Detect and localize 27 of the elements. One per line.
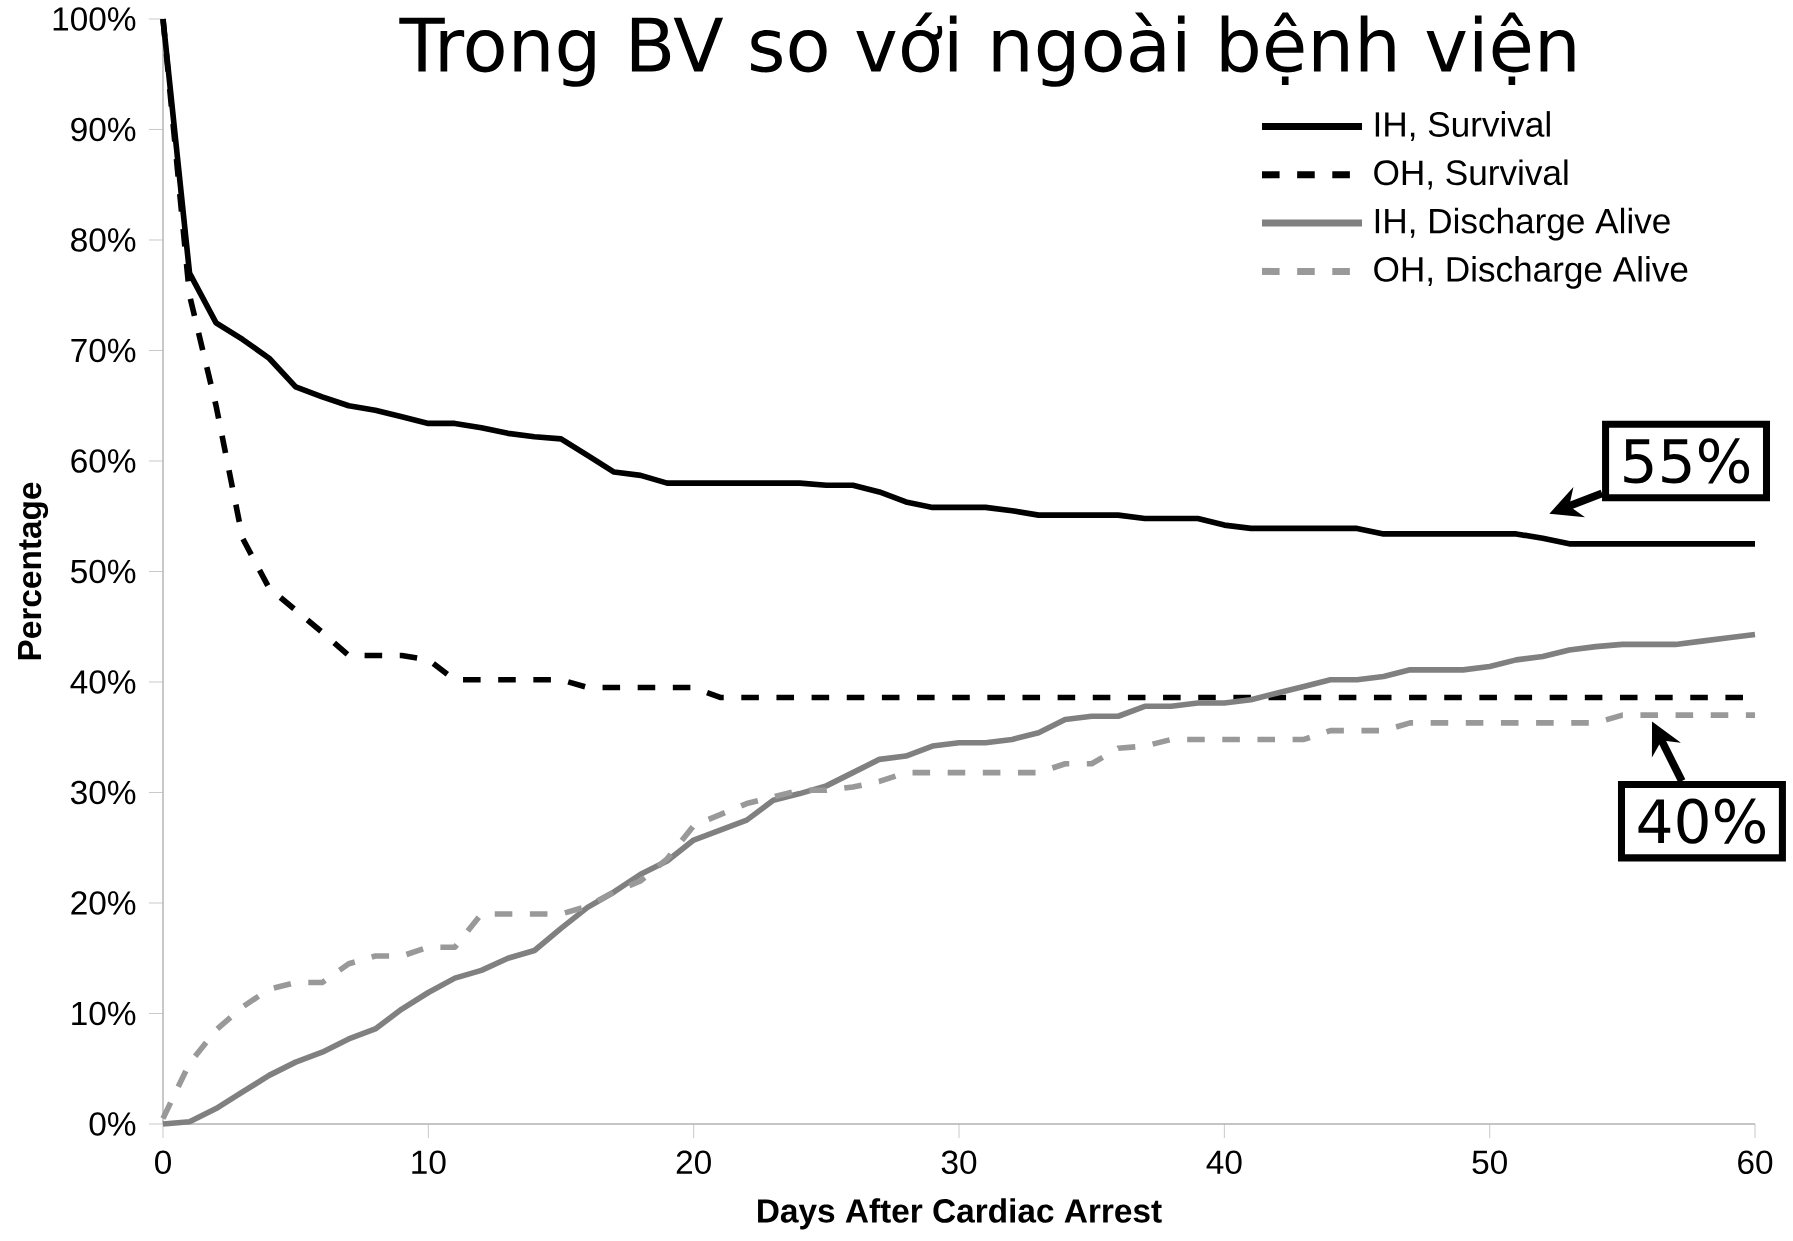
y-tick-label: 50% — [71, 559, 136, 584]
y-tick-label: 60% — [71, 449, 136, 473]
annotation: 40% — [1638, 798, 1766, 844]
y-tick-label: 70% — [71, 338, 136, 363]
legend-label: IH, Discharge Alive — [1375, 207, 1670, 241]
annotation: 55% — [1624, 438, 1750, 484]
y-axis-title: Percentage — [18, 482, 49, 660]
x-tick-label: 20 — [676, 1150, 711, 1175]
y-tick-label: 30% — [70, 780, 136, 805]
x-tick-label: 30 — [941, 1150, 977, 1175]
y-tick-label: 100% — [53, 7, 136, 31]
legend-label: OH, Survival — [1374, 159, 1568, 190]
x-tick-label: 10 — [412, 1150, 446, 1175]
y-tick-label: 90% — [71, 117, 136, 142]
x-axis-title: Days After Cardiac Arrest — [758, 1198, 1162, 1230]
x-tick-label: 0 — [155, 1150, 171, 1175]
x-tick-label: 60 — [1738, 1150, 1773, 1175]
y-tick-label: 40% — [70, 670, 136, 694]
y-tick-label: 10% — [72, 1001, 136, 1026]
y-tick-label: 0% — [89, 1112, 136, 1136]
chart-title: Trong BV so với ngoài bệnh viện — [399, 12, 1575, 87]
y-tick-label: 20% — [71, 891, 136, 915]
y-tick-label: 80% — [71, 228, 136, 252]
legend-label: OH, Discharge Alive — [1374, 256, 1688, 289]
x-tick-label: 50 — [1472, 1150, 1507, 1175]
x-tick-label: 40 — [1206, 1150, 1242, 1175]
legend-label: IH, Survival — [1375, 111, 1550, 142]
